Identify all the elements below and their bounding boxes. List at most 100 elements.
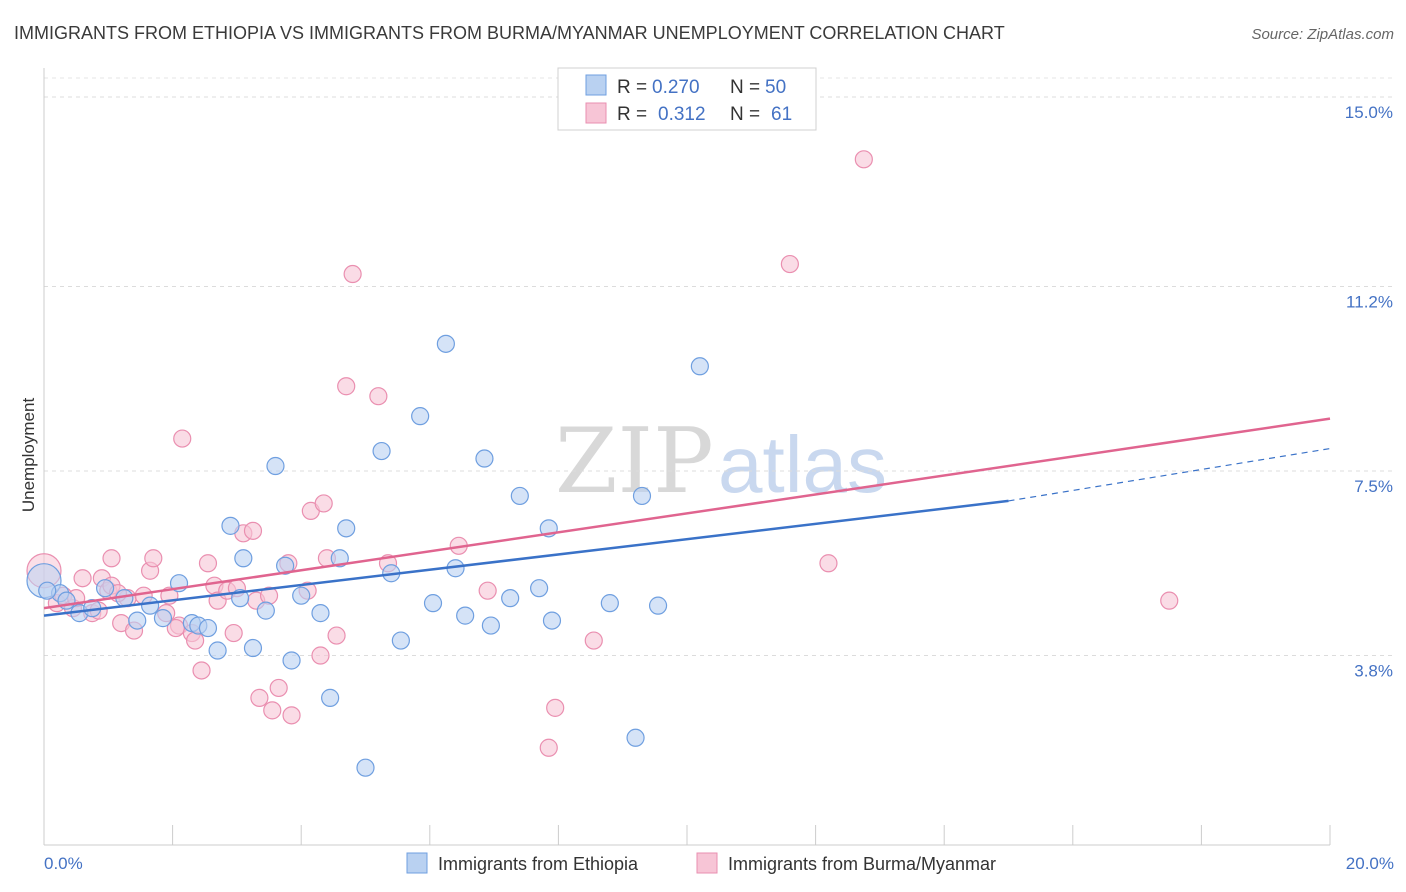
- ethiopia-point-18: [243, 638, 263, 658]
- burma-point-44: [343, 264, 362, 284]
- x-tick-label-max: 20.0%: [1346, 854, 1394, 873]
- burma-point-40: [314, 494, 333, 513]
- ethiopia-point-39: [501, 589, 520, 608]
- burma-point-53: [819, 554, 838, 573]
- ethiopia-point-43: [542, 611, 562, 630]
- grid: [44, 77, 1394, 657]
- legend-r-value-ethiopia: 0.270: [652, 77, 700, 98]
- trend-line-ethiopia-extension: [1008, 447, 1331, 502]
- ethiopia-point-28: [356, 758, 375, 777]
- burma-point-48: [478, 581, 497, 600]
- ethiopia-point-32: [411, 407, 430, 426]
- ethiopia-point-20: [266, 456, 285, 476]
- legend-swatch-ethiopia: [585, 74, 607, 96]
- ethiopia-point-19: [256, 601, 275, 620]
- ethiopia-point-44: [600, 594, 619, 613]
- x-tick-labels: 0.0% 20.0%: [44, 854, 1394, 873]
- burma-point-27: [224, 623, 243, 643]
- burma-point-19: [173, 429, 192, 448]
- series-ethiopia-points: [26, 334, 709, 777]
- chart-title: IMMIGRANTS FROM ETHIOPIA VS IMMIGRANTS F…: [14, 23, 1005, 43]
- legend-r-label-ethiopia: R =: [617, 77, 647, 98]
- ethiopia-point-41: [530, 579, 549, 598]
- ethiopia-point-9: [153, 609, 173, 628]
- legend-n-label-ethiopia: N =: [730, 77, 760, 98]
- bottom-legend-swatch-ethiopia: [406, 852, 428, 874]
- burma-point-33: [263, 701, 282, 720]
- ethiopia-point-15: [221, 516, 240, 535]
- ethiopia-point-8: [140, 596, 160, 615]
- ethiopia-point-17: [234, 549, 253, 568]
- legend-n-label-burma: N =: [730, 104, 760, 125]
- burma-point-45: [369, 387, 388, 406]
- burma-point-31: [250, 688, 269, 707]
- burma-point-21: [186, 631, 205, 650]
- bottom-legend-swatch-burma: [696, 852, 718, 874]
- bottom-legend: Immigrants from Ethiopia Immigrants from…: [406, 852, 996, 874]
- y-tick-labels: 3.8% 7.5% 11.2% 15.0%: [1345, 103, 1393, 681]
- legend: R = 0.270 N = 50 R = 0.312 N = 61: [557, 67, 817, 131]
- y-tick-label-3: 15.0%: [1345, 103, 1393, 122]
- series-burma-points: [26, 150, 1179, 757]
- trend-line-ethiopia: [43, 499, 1009, 617]
- ethiopia-point-36: [456, 606, 475, 625]
- y-tick-label-2: 11.2%: [1346, 292, 1393, 311]
- ethiopia-point-40: [510, 486, 529, 506]
- ethiopia-point-48: [690, 357, 709, 376]
- ethiopia-point-47: [648, 596, 668, 615]
- burma-point-55: [1160, 591, 1179, 610]
- ethiopia-point-34: [436, 334, 455, 353]
- burma-point-22: [192, 661, 211, 680]
- bottom-legend-label-burma: Immigrants from Burma/Myanmar: [728, 854, 996, 874]
- ethiopia-point-29: [372, 441, 391, 461]
- y-tick-label-1: 7.5%: [1354, 477, 1393, 496]
- x-tick-label-min: 0.0%: [44, 854, 83, 873]
- ethiopia-point-33: [423, 594, 443, 613]
- ethiopia-point-45: [626, 728, 645, 747]
- ethiopia-point-25: [321, 688, 340, 707]
- burma-point-52: [780, 254, 799, 274]
- burma-point-42: [327, 626, 346, 645]
- ethiopia-point-21: [276, 556, 295, 575]
- legend-n-value-ethiopia: 50: [765, 77, 786, 98]
- ethiopia-point-7: [128, 611, 147, 630]
- ethiopia-point-14: [208, 641, 227, 660]
- watermark: ZIP atlas: [555, 409, 887, 514]
- ethiopia-point-22: [282, 651, 301, 670]
- legend-r-value-burma: 0.312: [658, 104, 706, 125]
- ethiopia-point-26: [330, 549, 349, 568]
- trend-lines: [43, 417, 1331, 617]
- burma-point-15: [144, 549, 163, 568]
- burma-point-39: [311, 646, 330, 665]
- watermark-atlas: atlas: [718, 420, 887, 509]
- ethiopia-point-13: [198, 618, 218, 638]
- burma-point-4: [73, 569, 92, 588]
- legend-swatch-burma: [585, 102, 607, 124]
- burma-point-23: [198, 554, 218, 573]
- ethiopia-point-5: [95, 579, 115, 598]
- ethiopia-point-24: [311, 604, 330, 623]
- burma-point-34: [269, 678, 288, 698]
- burma-point-29: [243, 521, 263, 540]
- trend-line-burma: [43, 417, 1331, 610]
- bottom-legend-label-ethiopia: Immigrants from Ethiopia: [438, 854, 639, 874]
- ethiopia-point-49: [38, 581, 57, 600]
- burma-point-49: [539, 738, 558, 757]
- ethiopia-point-38: [481, 616, 500, 635]
- ethiopia-point-31: [391, 631, 410, 650]
- ethiopia-point-37: [475, 449, 494, 468]
- ethiopia-point-27: [337, 519, 356, 538]
- axes: [43, 68, 1331, 846]
- ethiopia-point-46: [632, 486, 652, 506]
- burma-point-50: [546, 698, 565, 717]
- legend-n-value-burma: 61: [771, 104, 792, 125]
- burma-point-9: [102, 549, 121, 568]
- burma-point-51: [584, 631, 603, 650]
- legend-r-label-burma: R =: [617, 104, 647, 125]
- y-axis-label: Unemployment: [19, 398, 38, 513]
- burma-point-54: [854, 150, 873, 169]
- chart-source: Source: ZipAtlas.com: [1251, 26, 1394, 43]
- y-tick-label-0: 3.8%: [1354, 662, 1393, 681]
- burma-point-36: [282, 706, 301, 725]
